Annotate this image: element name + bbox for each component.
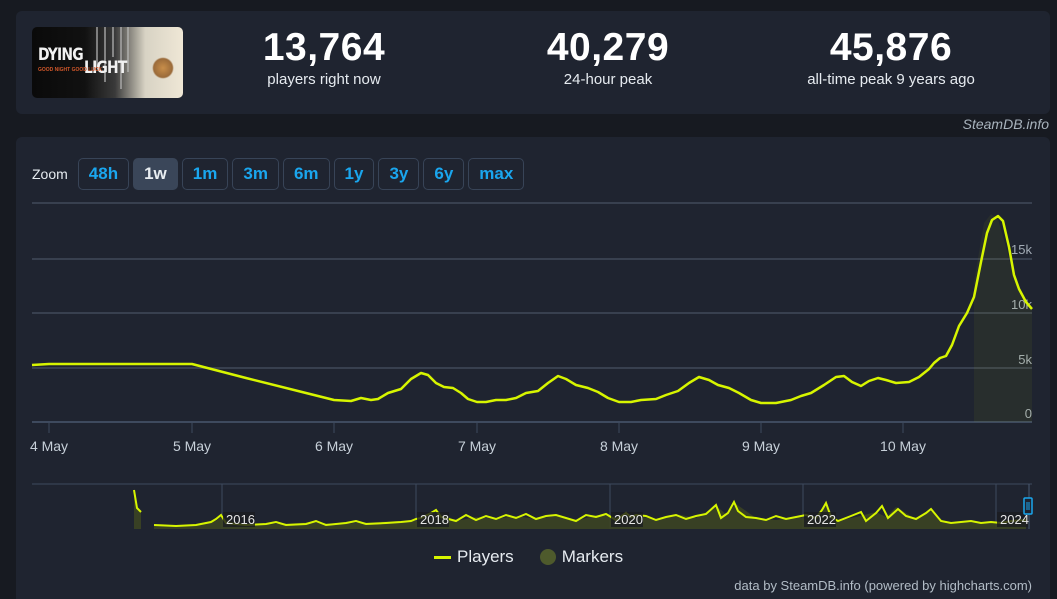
legend-item-markers[interactable]: Markers [539,547,624,567]
y-tick-10k: 10k [1011,297,1032,312]
dot-swatch-icon [539,549,556,565]
zoom-button-1m[interactable]: 1m [181,158,229,190]
chart-legend: Players Markers [434,547,623,567]
zoom-button-48h[interactable]: 48h [77,158,130,190]
navigator-handle[interactable] [1023,497,1033,515]
nav-year-label: 2018 [420,512,449,527]
logo-title-dying: DYING [38,45,84,65]
x-axis-labels: 4 May 5 May 6 May 7 May 8 May 9 May 10 M… [30,438,926,454]
zoom-controls: Zoom 48h 1w 1m 3m 6m 1y 3y 6y max [32,158,525,190]
chart-card: Zoom 48h 1w 1m 3m 6m 1y 3y 6y max 15k 10… [16,137,1050,599]
steamdb-watermark: SteamDB.info [962,116,1049,132]
y-axis-labels: 15k 10k 5k 0 [1011,242,1032,421]
nav-year-label: 2024 [1000,512,1029,527]
x-ticks [48,422,904,433]
stat-label: 24-hour peak [563,71,653,88]
x-tick-label: 8 May [600,438,638,454]
chart-credits-link[interactable]: data by SteamDB.info (powered by highcha… [734,578,1032,593]
zoom-button-6m[interactable]: 6m [282,158,330,190]
zoom-button-6y[interactable]: 6y [423,158,465,190]
stat-label: players right now [267,71,381,88]
nav-year-label: 2020 [614,512,643,527]
stat-current-players: 13,764 players right now [224,26,424,89]
y-gridlines [32,202,1032,423]
players-line[interactable] [31,214,1033,405]
x-tick-label: 6 May [315,438,353,454]
navigator-area [134,490,1026,529]
stat-value: 45,876 [829,26,953,69]
zoom-button-1y[interactable]: 1y [333,158,375,190]
y-tick-0: 0 [1025,406,1032,421]
navigator[interactable]: 2016 2018 2020 2022 2024 [32,483,1033,529]
players-area [974,214,1032,422]
zoom-button-1w[interactable]: 1w [133,158,178,190]
x-tick-label: 10 May [880,438,926,454]
stat-value: 40,279 [546,26,670,69]
y-tick-5k: 5k [1018,352,1032,367]
legend-label: Markers [561,547,624,566]
x-tick-label: 5 May [173,438,211,454]
nav-year-label: 2016 [226,512,255,527]
header-card: DYING LIGHT GOOD NIGHT GOOD LUCK 13,764 … [16,11,1050,114]
game-logo-image[interactable]: DYING LIGHT GOOD NIGHT GOOD LUCK [32,27,183,98]
stat-value: 13,764 [262,26,386,69]
nav-year-label: 2022 [807,512,836,527]
stat-24h-peak: 40,279 24-hour peak [508,26,708,89]
player-chart[interactable]: 15k 10k 5k 0 4 May 5 May 6 May 7 May 8 M… [16,137,1050,599]
zoom-label: Zoom [32,166,68,182]
zoom-button-3y[interactable]: 3y [378,158,420,190]
y-tick-15k: 15k [1011,242,1032,257]
x-tick-label: 9 May [742,438,780,454]
zoom-button-3m[interactable]: 3m [232,158,279,190]
logo-tagline: GOOD NIGHT GOOD LUCK [38,67,103,73]
x-tick-label: 4 May [30,438,68,454]
logo-title-light: LIGHT [84,58,127,78]
line-swatch-icon [434,555,451,559]
x-tick-label: 7 May [458,438,496,454]
navigator-year-labels: 2016 2018 2020 2022 2024 [223,512,1029,527]
legend-label: Players [457,547,514,566]
zoom-button-max[interactable]: max [468,158,525,190]
stat-label: all-time peak 9 years ago [807,71,975,88]
legend-item-players[interactable]: Players [434,547,514,567]
stat-all-time-peak: 45,876 all-time peak 9 years ago [781,26,1001,89]
